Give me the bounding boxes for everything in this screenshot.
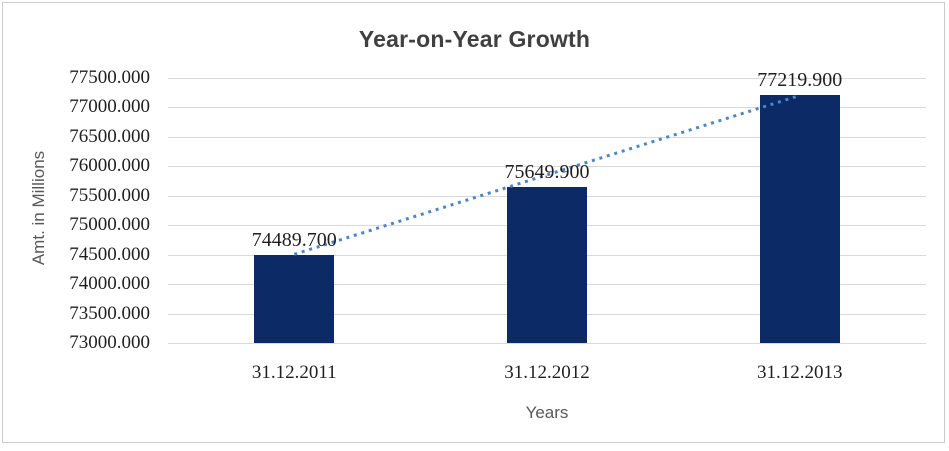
data-label: 74489.700 bbox=[251, 229, 337, 252]
x-axis-title: Years bbox=[525, 403, 569, 422]
bar-31.12.2012 bbox=[507, 187, 587, 343]
gridline bbox=[168, 78, 926, 79]
y-tick-label: 77000.000 bbox=[69, 96, 150, 118]
y-tick-label: 73500.000 bbox=[69, 302, 150, 324]
y-tick-label: 77500.000 bbox=[69, 67, 150, 88]
data-label: 77219.900 bbox=[757, 68, 843, 91]
y-tick-label: 74000.000 bbox=[69, 273, 150, 295]
bar-31.12.2011 bbox=[254, 255, 335, 343]
chart-title: Year-on-Year Growth bbox=[358, 26, 591, 52]
y-tick-label: 74500.000 bbox=[69, 243, 150, 265]
x-category-label: 31.12.2011 bbox=[251, 362, 337, 383]
bar-31.12.2013 bbox=[759, 94, 840, 343]
y-tick-label: 76500.000 bbox=[69, 125, 150, 147]
y-tick-label: 73000.000 bbox=[69, 332, 150, 353]
gridline bbox=[168, 343, 926, 344]
data-label: 75649.900 bbox=[504, 161, 590, 183]
x-category-label: 31.12.2012 bbox=[504, 362, 590, 383]
x-category-label: 31.12.2013 bbox=[756, 362, 843, 383]
y-tick-label: 75000.000 bbox=[69, 214, 150, 236]
y-tick-label: 76000.000 bbox=[69, 155, 150, 177]
y-tick-label: 75500.000 bbox=[69, 184, 150, 206]
